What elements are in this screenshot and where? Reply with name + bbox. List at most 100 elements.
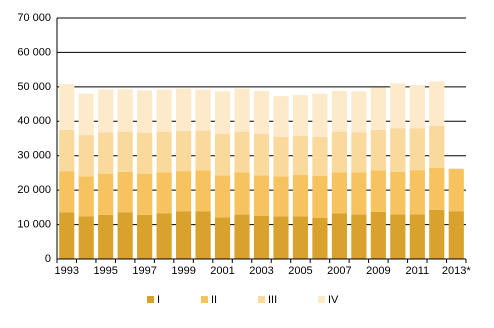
bar-segment	[273, 216, 289, 259]
bar-segment	[214, 91, 231, 135]
bar-segment	[137, 132, 153, 174]
bar-segment	[312, 136, 328, 176]
bar-segment	[234, 131, 250, 173]
bar-segment	[429, 81, 445, 126]
x-tick-label: 1999	[171, 265, 195, 277]
bar-segment	[409, 170, 425, 215]
bar-segment	[234, 88, 250, 132]
bar-segment	[117, 131, 133, 172]
bar-segment	[292, 95, 309, 136]
bar-segment	[292, 135, 309, 175]
bar-segment	[351, 91, 367, 133]
bar-segment	[331, 131, 348, 173]
y-tick-label: 60 000	[17, 46, 51, 58]
bar-segment	[195, 89, 211, 131]
bar-segment	[78, 176, 94, 217]
x-tick-label: 2013*	[442, 265, 471, 277]
bar-segment	[78, 135, 94, 177]
x-tick-label: 2011	[405, 265, 429, 277]
bar-segment	[331, 90, 348, 132]
bar-segment	[137, 214, 153, 259]
bar-segment	[429, 209, 445, 259]
bar-segment	[195, 170, 211, 212]
y-tick-label: 50 000	[17, 81, 51, 93]
bar-segment	[117, 89, 133, 132]
bar-segment	[390, 171, 406, 215]
x-tick-label: 2005	[288, 265, 312, 277]
bar-segment	[137, 173, 153, 215]
legend-label: I	[157, 294, 160, 306]
bar-segment	[429, 125, 445, 168]
bar-segment	[253, 90, 270, 135]
bar-segment	[59, 171, 75, 213]
bar-segment	[292, 216, 309, 259]
x-tick-label: 2007	[327, 265, 351, 277]
bar-segment	[117, 171, 133, 213]
bar-segment	[409, 214, 425, 259]
y-tick-label: 70 000	[17, 12, 51, 24]
bar-segment	[156, 89, 172, 132]
y-tick-label: 30 000	[17, 150, 51, 162]
bar-segment	[137, 90, 153, 133]
y-tick-label: 20 000	[17, 184, 51, 196]
bar-segment	[331, 213, 348, 259]
bar-segment	[312, 175, 328, 218]
bar-segment	[370, 170, 386, 212]
bar-segment	[253, 215, 270, 259]
bar-segment	[59, 212, 75, 259]
legend-swatch	[147, 296, 154, 303]
bar-segment	[234, 172, 250, 215]
bar-segment	[214, 217, 231, 259]
bar-segment	[195, 130, 211, 171]
bar-segment	[273, 176, 289, 217]
legend-swatch	[201, 296, 208, 303]
bar-segment	[429, 167, 445, 210]
bar-segment	[409, 85, 425, 129]
bar-segment	[351, 214, 367, 259]
bar-segment	[98, 173, 114, 215]
bar-segment	[98, 132, 114, 174]
bar-segment	[331, 172, 348, 214]
bar-segment	[390, 128, 406, 172]
x-tick-label: 2003	[249, 265, 273, 277]
bar-segment	[253, 134, 270, 176]
bar-segment	[448, 168, 464, 212]
x-tick-label: 2001	[210, 265, 234, 277]
y-tick-label: 40 000	[17, 115, 51, 127]
legend-label: II	[211, 294, 217, 306]
bar-segment	[370, 87, 386, 130]
x-tick-label: 1997	[132, 265, 156, 277]
bar-segment	[312, 93, 328, 137]
bar-segment	[390, 214, 406, 259]
bar-segment	[175, 88, 192, 131]
bar-segment	[117, 212, 133, 259]
y-tick-label: 0	[45, 253, 51, 265]
x-tick-label: 1993	[54, 265, 78, 277]
bar-segment	[156, 172, 172, 214]
bar-segment	[214, 175, 231, 218]
bar-segment	[390, 83, 406, 129]
bar-segment	[253, 175, 270, 216]
bar-segment	[59, 84, 75, 130]
bar-segment	[370, 211, 386, 259]
x-tick-label: 2009	[366, 265, 390, 277]
bar-segment	[312, 217, 328, 259]
bar-segment	[78, 93, 94, 136]
bar-segment	[156, 131, 172, 173]
bar-segment	[59, 129, 75, 172]
bar-segment	[214, 134, 231, 176]
bar-segment	[409, 128, 425, 171]
bar-segment	[175, 211, 192, 259]
bar-segment	[273, 136, 289, 177]
legend-swatch	[318, 296, 325, 303]
bar-segment	[351, 172, 367, 215]
legend-swatch	[258, 296, 265, 303]
bar-segment	[351, 132, 367, 173]
bar-segment	[156, 213, 172, 259]
bar-segment	[292, 174, 309, 217]
x-tick-label: 1995	[93, 265, 117, 277]
bar-segment	[175, 171, 192, 212]
bar-segment	[234, 214, 250, 259]
y-tick-label: 10 000	[17, 218, 51, 230]
